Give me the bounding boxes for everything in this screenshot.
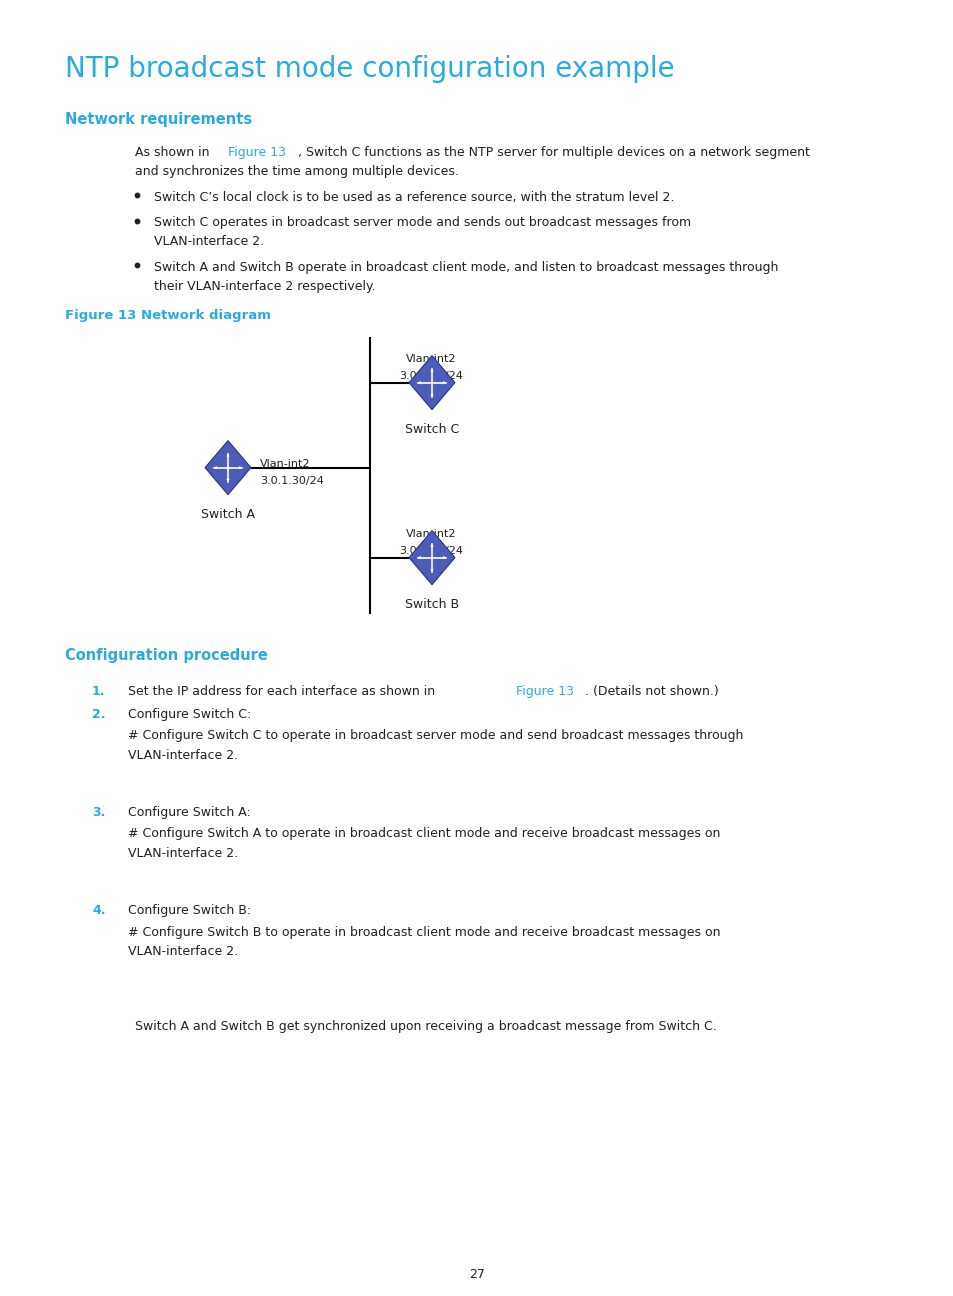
Polygon shape	[205, 441, 251, 495]
Text: Switch A and Switch B get synchronized upon receiving a broadcast message from S: Switch A and Switch B get synchronized u…	[135, 1020, 716, 1033]
Text: 1.: 1.	[91, 684, 106, 697]
Text: their VLAN-interface 2 respectively.: their VLAN-interface 2 respectively.	[153, 280, 375, 293]
Text: Vlan-int2: Vlan-int2	[405, 354, 456, 364]
Polygon shape	[239, 465, 242, 469]
Text: # Configure Switch A to operate in broadcast client mode and receive broadcast m: # Configure Switch A to operate in broad…	[128, 827, 720, 840]
Polygon shape	[213, 465, 216, 469]
Polygon shape	[443, 381, 446, 385]
Text: VLAN-interface 2.: VLAN-interface 2.	[153, 236, 264, 249]
Text: Configure Switch C:: Configure Switch C:	[128, 708, 251, 721]
Text: # Configure Switch C to operate in broadcast server mode and send broadcast mess: # Configure Switch C to operate in broad…	[128, 730, 742, 743]
Text: , Switch C functions as the NTP server for multiple devices on a network segment: , Switch C functions as the NTP server f…	[297, 145, 809, 159]
Text: 3.: 3.	[91, 806, 105, 819]
Polygon shape	[443, 556, 446, 560]
Polygon shape	[417, 556, 420, 560]
Text: VLAN-interface 2.: VLAN-interface 2.	[128, 749, 238, 762]
Text: 2.: 2.	[91, 708, 106, 721]
Polygon shape	[226, 478, 230, 482]
Text: Switch C operates in broadcast server mode and sends out broadcast messages from: Switch C operates in broadcast server mo…	[153, 216, 690, 229]
Text: Switch A and Switch B operate in broadcast client mode, and listen to broadcast : Switch A and Switch B operate in broadca…	[153, 260, 778, 273]
Text: Vlan-int2: Vlan-int2	[405, 529, 456, 539]
Text: Figure 13: Figure 13	[515, 684, 573, 697]
Text: VLAN-interface 2.: VLAN-interface 2.	[128, 846, 238, 859]
Text: Configure Switch B:: Configure Switch B:	[128, 905, 251, 918]
Text: 3.0.1.31/24: 3.0.1.31/24	[398, 371, 462, 381]
Polygon shape	[430, 569, 434, 572]
Text: 27: 27	[469, 1267, 484, 1280]
Polygon shape	[409, 530, 455, 584]
Text: Configuration procedure: Configuration procedure	[65, 648, 268, 662]
Text: Switch C’s local clock is to be used as a reference source, with the stratum lev: Switch C’s local clock is to be used as …	[153, 191, 674, 203]
Text: 3.0.1.32/24: 3.0.1.32/24	[398, 546, 462, 556]
Text: Figure 13 Network diagram: Figure 13 Network diagram	[65, 310, 271, 323]
Text: NTP broadcast mode configuration example: NTP broadcast mode configuration example	[65, 54, 674, 83]
Text: # Configure Switch B to operate in broadcast client mode and receive broadcast m: # Configure Switch B to operate in broad…	[128, 925, 720, 938]
Text: Vlan-int2: Vlan-int2	[260, 459, 310, 469]
Text: Figure 13: Figure 13	[228, 145, 286, 159]
Text: Switch B: Switch B	[404, 597, 458, 610]
Polygon shape	[430, 368, 434, 372]
Polygon shape	[409, 355, 455, 410]
Text: As shown in: As shown in	[135, 145, 213, 159]
Text: and synchronizes the time among multiple devices.: and synchronizes the time among multiple…	[135, 165, 458, 178]
Polygon shape	[430, 394, 434, 397]
Text: . (Details not shown.): . (Details not shown.)	[584, 684, 719, 697]
Text: 3.0.1.30/24: 3.0.1.30/24	[260, 476, 323, 486]
Text: Set the IP address for each interface as shown in: Set the IP address for each interface as…	[128, 684, 438, 697]
Text: VLAN-interface 2.: VLAN-interface 2.	[128, 945, 238, 958]
Text: Switch A: Switch A	[201, 508, 254, 521]
Polygon shape	[417, 381, 420, 385]
Text: Network requirements: Network requirements	[65, 111, 252, 127]
Text: 4.: 4.	[91, 905, 106, 918]
Text: Configure Switch A:: Configure Switch A:	[128, 806, 251, 819]
Text: Switch C: Switch C	[404, 422, 458, 435]
Polygon shape	[430, 543, 434, 547]
Polygon shape	[226, 454, 230, 456]
